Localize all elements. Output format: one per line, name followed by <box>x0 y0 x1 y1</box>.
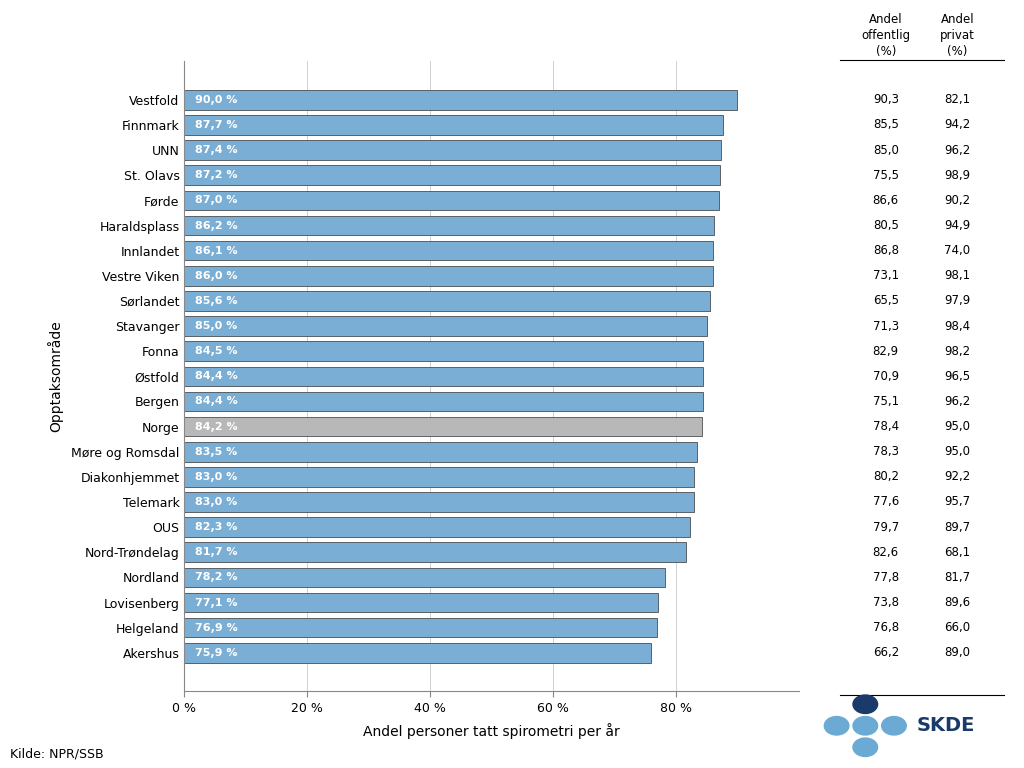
Text: 66,2: 66,2 <box>872 647 899 659</box>
Text: 77,1 %: 77,1 % <box>196 598 238 607</box>
Text: 87,2 %: 87,2 % <box>196 170 238 180</box>
Bar <box>184 90 737 110</box>
Text: 94,2: 94,2 <box>944 118 971 131</box>
Text: 87,0 %: 87,0 % <box>196 195 238 205</box>
Text: 82,9: 82,9 <box>872 345 899 358</box>
Text: 78,4: 78,4 <box>872 420 899 433</box>
Bar <box>184 241 714 260</box>
Text: 90,0 %: 90,0 % <box>196 95 238 105</box>
Text: 96,2: 96,2 <box>944 395 971 408</box>
X-axis label: Andel personer tatt spirometri per år: Andel personer tatt spirometri per år <box>364 723 620 739</box>
Bar <box>184 316 707 336</box>
Text: 95,0: 95,0 <box>944 445 971 458</box>
Text: 71,3: 71,3 <box>872 319 899 333</box>
Text: 95,0: 95,0 <box>944 420 971 433</box>
Text: 82,6: 82,6 <box>872 546 899 559</box>
Text: 76,8: 76,8 <box>872 621 899 634</box>
Text: 76,9 %: 76,9 % <box>196 623 239 633</box>
Text: 79,7: 79,7 <box>872 521 899 534</box>
Text: 73,8: 73,8 <box>872 596 899 609</box>
Text: 73,1: 73,1 <box>872 270 899 283</box>
Text: 78,3: 78,3 <box>872 445 899 458</box>
Bar <box>184 417 701 436</box>
Text: 84,4 %: 84,4 % <box>196 371 239 382</box>
Text: 98,9: 98,9 <box>944 169 971 182</box>
Text: SKDE: SKDE <box>916 717 975 735</box>
Text: 98,2: 98,2 <box>944 345 971 358</box>
Text: 90,2: 90,2 <box>944 194 971 207</box>
Text: 86,6: 86,6 <box>872 194 899 207</box>
Text: 65,5: 65,5 <box>872 294 899 307</box>
Bar <box>184 492 694 511</box>
Text: 78,2 %: 78,2 % <box>196 572 238 582</box>
Text: 90,3: 90,3 <box>872 94 899 106</box>
Bar <box>184 165 720 185</box>
Text: 68,1: 68,1 <box>944 546 971 559</box>
Text: 74,0: 74,0 <box>944 244 971 257</box>
Bar <box>184 518 690 537</box>
Bar <box>184 442 697 462</box>
Text: 77,8: 77,8 <box>872 571 899 584</box>
Text: 85,0 %: 85,0 % <box>196 321 238 331</box>
Bar <box>184 216 714 235</box>
Text: 85,0: 85,0 <box>872 144 899 157</box>
Bar <box>184 366 702 386</box>
Text: 96,2: 96,2 <box>944 144 971 157</box>
Text: 82,1: 82,1 <box>944 94 971 106</box>
Text: 84,5 %: 84,5 % <box>196 346 238 356</box>
Text: 98,4: 98,4 <box>944 319 971 333</box>
Text: 75,1: 75,1 <box>872 395 899 408</box>
Text: Kilde: NPR/SSB: Kilde: NPR/SSB <box>10 747 103 760</box>
Text: 80,5: 80,5 <box>872 219 899 232</box>
Bar <box>184 115 723 135</box>
Bar <box>184 568 665 588</box>
Text: 70,9: 70,9 <box>872 370 899 382</box>
Text: 85,6 %: 85,6 % <box>196 296 238 306</box>
Text: 85,5: 85,5 <box>872 118 899 131</box>
Text: 75,9 %: 75,9 % <box>196 647 238 657</box>
Bar <box>184 593 658 612</box>
Text: 87,4 %: 87,4 % <box>196 145 238 155</box>
Bar <box>184 190 719 210</box>
Bar <box>184 291 711 311</box>
Text: 98,1: 98,1 <box>944 270 971 283</box>
Text: 81,7 %: 81,7 % <box>196 548 238 558</box>
Bar <box>184 141 721 160</box>
Bar <box>184 467 694 487</box>
Text: 81,7: 81,7 <box>944 571 971 584</box>
Text: 92,2: 92,2 <box>944 470 971 483</box>
Bar <box>184 342 703 361</box>
Text: 94,9: 94,9 <box>944 219 971 232</box>
Text: 83,0 %: 83,0 % <box>196 472 238 482</box>
Text: 87,7 %: 87,7 % <box>196 120 238 130</box>
Bar <box>184 643 650 663</box>
Text: 96,5: 96,5 <box>944 370 971 382</box>
Y-axis label: Opptaksområde: Opptaksområde <box>47 320 62 432</box>
Text: 95,7: 95,7 <box>944 495 971 508</box>
Text: Andel
privat
(%): Andel privat (%) <box>940 12 975 58</box>
Text: 77,6: 77,6 <box>872 495 899 508</box>
Text: 84,2 %: 84,2 % <box>196 422 238 432</box>
Text: 89,6: 89,6 <box>944 596 971 609</box>
Text: 84,4 %: 84,4 % <box>196 396 239 406</box>
Text: 86,2 %: 86,2 % <box>196 220 238 230</box>
Text: 83,0 %: 83,0 % <box>196 497 238 507</box>
Text: 89,0: 89,0 <box>944 647 971 659</box>
Text: 86,0 %: 86,0 % <box>196 271 238 281</box>
Text: 80,2: 80,2 <box>872 470 899 483</box>
Text: 97,9: 97,9 <box>944 294 971 307</box>
Text: 66,0: 66,0 <box>944 621 971 634</box>
Text: 83,5 %: 83,5 % <box>196 447 238 457</box>
Bar <box>184 617 656 637</box>
Text: Andel
offentlig
(%): Andel offentlig (%) <box>861 12 910 58</box>
Bar <box>184 392 702 411</box>
Bar <box>184 542 686 562</box>
Text: 89,7: 89,7 <box>944 521 971 534</box>
Text: 75,5: 75,5 <box>872 169 899 182</box>
Text: 82,3 %: 82,3 % <box>196 522 238 532</box>
Bar <box>184 266 713 286</box>
Text: 86,8: 86,8 <box>872 244 899 257</box>
Text: 86,1 %: 86,1 % <box>196 246 238 256</box>
